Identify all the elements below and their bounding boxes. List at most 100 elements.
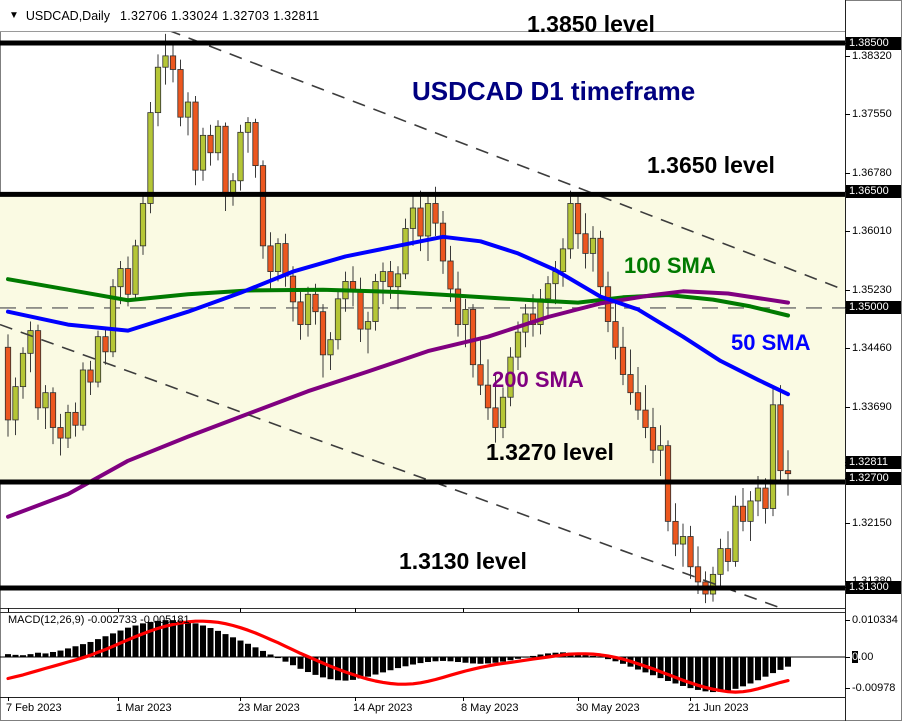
bear-candle	[177, 69, 184, 118]
time-axis-label: 8 May 2023	[461, 702, 519, 714]
macd-histogram-bar	[305, 657, 311, 673]
macd-histogram-bar	[740, 657, 746, 687]
axis-separator-line	[845, 0, 846, 721]
macd-histogram-bar	[50, 651, 56, 657]
price-axis-tick	[845, 290, 850, 291]
macd-histogram-bar	[282, 657, 289, 662]
annotation-level-13650: 1.3650 level	[647, 152, 775, 178]
bear-candle	[582, 233, 589, 254]
bull-candle	[409, 207, 417, 229]
bear-candle	[124, 268, 132, 295]
price-level-badge: 1.32700	[846, 471, 901, 485]
time-axis-label: 21 Jun 2023	[688, 702, 749, 714]
bear-candle	[312, 293, 319, 313]
bull-candle	[747, 500, 754, 522]
bear-candle	[87, 369, 94, 383]
price-axis-label: 1.34460	[852, 342, 892, 355]
bear-candle	[297, 301, 304, 325]
bear-candle	[597, 237, 604, 288]
bull-candle	[424, 203, 432, 237]
macd-histogram-bar	[65, 648, 71, 657]
bear-candle	[762, 487, 769, 509]
price-level-badge: 1.38500	[846, 36, 901, 50]
macd-histogram-bar	[12, 654, 19, 657]
bull-candle	[732, 505, 739, 562]
price-axis-label: 1.32150	[852, 517, 892, 530]
macd-histogram-bar	[402, 657, 409, 667]
macd-histogram-bar	[492, 657, 499, 663]
bear-candle	[169, 55, 177, 70]
macd-histogram-bar	[192, 623, 199, 657]
bull-candle	[147, 112, 154, 204]
macd-histogram-bar	[725, 657, 731, 691]
sma-200-line	[6, 289, 790, 519]
macd-histogram-bar	[387, 657, 394, 671]
macd-histogram-bar	[207, 628, 214, 657]
price-axis-label: 1.33690	[852, 400, 892, 413]
macd-histogram-bar	[710, 657, 716, 693]
symbol-dropdown-icon[interactable]: ▼	[9, 10, 19, 21]
macd-histogram-bar	[162, 620, 169, 657]
bull-candle	[154, 66, 162, 114]
bear-candle	[34, 330, 42, 409]
macd-histogram-bar	[695, 657, 701, 690]
macd-histogram-bar	[500, 657, 506, 662]
macd-histogram-bar	[477, 657, 484, 664]
macd-histogram-bar	[170, 620, 176, 657]
time-axis-tick	[8, 697, 9, 701]
bear-candle	[694, 566, 702, 583]
annotation-level-13270: 1.3270 level	[486, 439, 614, 465]
time-axis-tick	[118, 697, 119, 701]
macd-histogram-bar	[687, 657, 694, 689]
bear-candle	[432, 203, 439, 224]
bull-candle	[64, 411, 72, 439]
macd-histogram-bar	[762, 657, 769, 677]
price-axis-label: 1.36010	[852, 224, 892, 237]
macd-histogram-bar	[372, 657, 379, 675]
bear-candle	[574, 203, 582, 235]
macd-axis-label: 0.010334	[852, 613, 898, 626]
annotation-level-13130: 1.3130 level	[399, 548, 527, 574]
macd-histogram-bar	[357, 657, 364, 679]
time-axis-tick	[8, 608, 9, 612]
macd-histogram-bar	[432, 657, 439, 662]
macd-histogram-bar	[522, 657, 529, 658]
macd-pane-top-border	[0, 612, 845, 613]
macd-histogram-bar	[350, 657, 356, 680]
bear-candle	[492, 407, 499, 428]
macd-histogram-bar	[80, 644, 86, 657]
bull-candle	[117, 268, 124, 288]
descending-trendline-1	[170, 32, 839, 289]
macd-histogram-bar	[530, 655, 536, 657]
bull-candle	[394, 273, 402, 288]
bull-candle	[544, 283, 552, 300]
bear-candle	[319, 311, 327, 356]
macd-histogram-bar	[755, 657, 761, 681]
price-axis-tick	[845, 523, 850, 525]
price-pane-bottom-border	[0, 608, 845, 609]
bear-candle	[454, 288, 462, 325]
bull-candle	[754, 487, 762, 502]
price-axis-tick	[845, 114, 850, 116]
bear-candle	[687, 536, 694, 568]
macd-histogram-bar	[425, 657, 431, 663]
macd-histogram-bar	[5, 654, 11, 657]
time-axis-tick	[578, 697, 579, 701]
bull-candle	[237, 131, 244, 182]
bull-candle	[42, 392, 49, 409]
bull-candle	[372, 281, 379, 322]
bear-candle	[417, 207, 424, 237]
macd-histogram-bar	[155, 620, 161, 657]
macd-histogram-bar	[245, 643, 251, 657]
macd-histogram-bar	[410, 657, 416, 665]
time-axis-label: 7 Feb 2023	[6, 702, 62, 714]
price-plot-group	[0, 32, 845, 609]
macd-histogram-bar	[260, 650, 266, 657]
time-axis-tick	[463, 608, 464, 612]
time-axis-tick	[690, 697, 691, 701]
macd-histogram-bar	[57, 650, 64, 657]
macd-histogram-bar	[297, 657, 304, 669]
